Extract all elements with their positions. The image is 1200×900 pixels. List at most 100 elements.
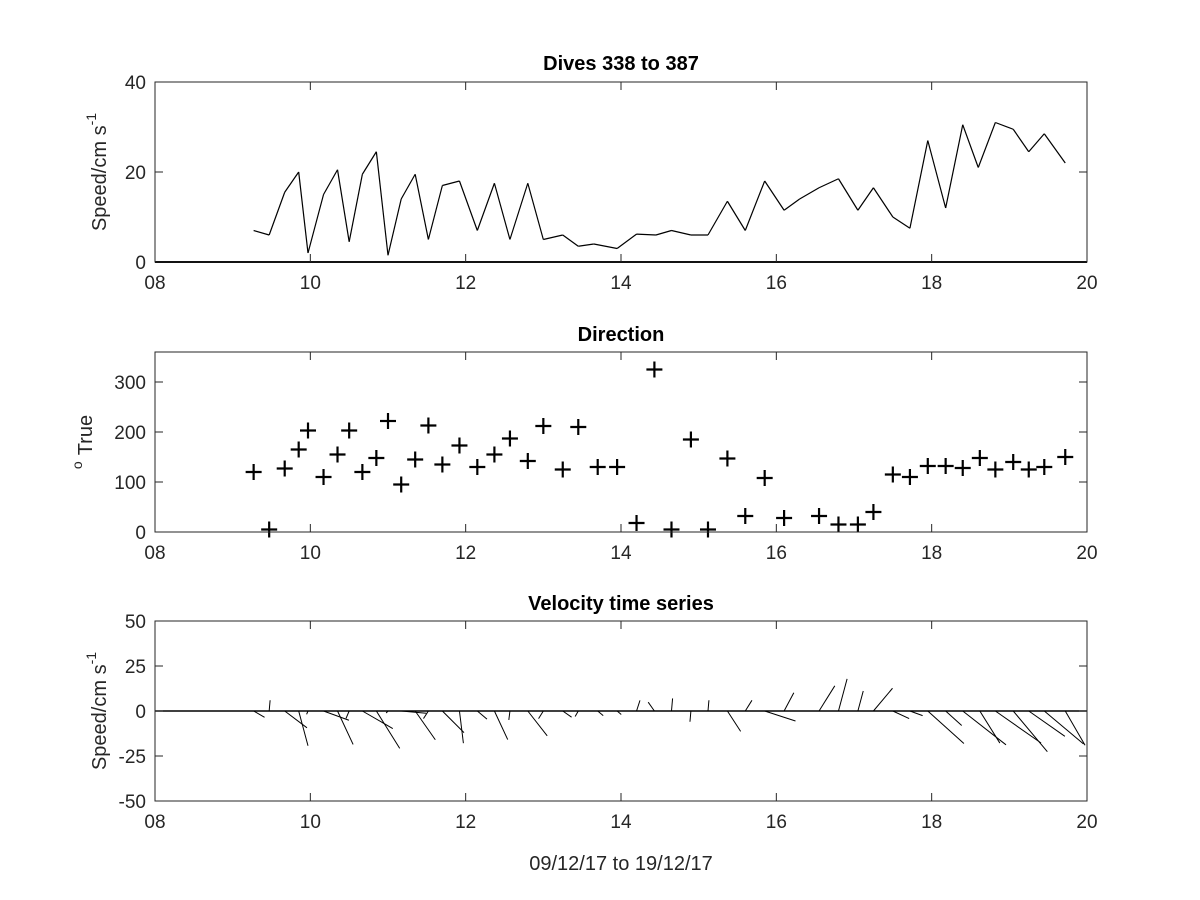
speed-xtick-label: 12	[455, 273, 476, 294]
velocity-stick	[597, 710, 604, 717]
velocity-ytick-label: -25	[119, 747, 146, 768]
speed-line-segment	[1028, 133, 1045, 153]
velocity-stick	[707, 700, 710, 712]
direction-point	[570, 419, 587, 435]
velocity-stick	[837, 678, 848, 712]
velocity-xlabel: 09/12/17 to 19/12/17	[529, 853, 713, 875]
direction-xtick-label: 08	[144, 543, 165, 564]
velocity-stick	[401, 710, 427, 714]
speed-line-segment	[284, 171, 300, 193]
speed-line-segment	[543, 234, 563, 241]
direction-point	[719, 450, 736, 467]
velocity-stick	[385, 710, 389, 714]
direction-point	[407, 451, 424, 468]
direction-point	[811, 508, 828, 524]
speed-xtick-label: 08	[144, 273, 165, 294]
speed-line-segment	[818, 178, 839, 189]
direction-point	[884, 466, 901, 483]
direction-point	[987, 461, 1004, 478]
velocity-stick	[636, 700, 641, 712]
speed-line-segment	[616, 233, 637, 249]
velocity-stick	[909, 710, 923, 717]
speed-line-segment	[783, 198, 800, 211]
direction-point	[245, 464, 262, 480]
speed-ylabel-superscript: -1	[83, 113, 99, 126]
speed-line-segment	[655, 229, 672, 236]
speed-line-segment	[962, 124, 979, 168]
velocity-stick	[527, 710, 548, 737]
velocity-ytick-label: 50	[125, 612, 146, 633]
speed-line-segment	[476, 183, 495, 231]
speed-line-segment	[764, 180, 785, 211]
velocity-xtick-label: 14	[610, 812, 632, 833]
velocity-stick	[538, 710, 544, 719]
velocity-stick	[892, 710, 910, 720]
velocity-stick	[458, 710, 464, 744]
speed-line-segment	[268, 192, 286, 236]
direction-point	[535, 418, 552, 434]
speed-line-segment	[442, 180, 460, 187]
speed-line-segment	[671, 229, 692, 236]
speed-line-segment	[1012, 128, 1030, 153]
velocity-ylabel-text: Speed/cm s	[89, 664, 111, 770]
direction-xtick-label: 18	[921, 543, 942, 564]
velocity-xtick-label: 10	[300, 812, 321, 833]
speed-line-segment	[707, 200, 728, 236]
direction-point	[609, 459, 626, 475]
velocity-title: Velocity time series	[528, 593, 714, 615]
speed-xtick-label: 16	[766, 273, 787, 294]
direction-point	[901, 469, 918, 485]
speed-line-segment	[909, 140, 929, 229]
direction-point	[315, 469, 332, 485]
velocity-stick	[298, 710, 309, 746]
direction-point	[699, 521, 716, 538]
direction-point	[682, 431, 699, 448]
speed-line-segment	[253, 229, 270, 236]
direction-point	[341, 422, 358, 439]
speed-line-segment	[636, 233, 656, 236]
velocity-stick	[873, 687, 893, 712]
velocity-stick	[306, 710, 309, 715]
speed-ylabel: Speed/cm s-1	[83, 113, 111, 231]
velocity-stick	[945, 710, 963, 726]
velocity-stick	[362, 710, 394, 729]
direction-point	[776, 510, 793, 526]
velocity-stick	[253, 710, 265, 718]
velocity-stick	[1012, 710, 1048, 752]
direction-point	[261, 521, 278, 538]
speed-line-segment	[458, 180, 478, 231]
speed-line-segment	[726, 200, 746, 231]
direction-point	[1005, 454, 1022, 470]
speed-panel: 08 10 12 14 16 18 20 0 20 40 Dives 338 to 387 Spe…	[83, 53, 1098, 294]
direction-marker-layer	[245, 361, 1074, 538]
velocity-stick	[345, 710, 350, 719]
speed-line-segment	[927, 140, 947, 209]
speed-line-segment	[323, 169, 339, 195]
velocity-ytick-label: 0	[135, 702, 146, 723]
direction-point	[380, 413, 396, 429]
velocity-ytick-label: 25	[125, 657, 146, 678]
velocity-stick	[670, 698, 674, 712]
velocity-stick-layer	[155, 678, 1087, 752]
velocity-stick	[979, 710, 1001, 744]
velocity-stick	[783, 692, 795, 712]
speed-line-segment	[562, 234, 579, 247]
direction-xtick-label: 16	[766, 543, 787, 564]
direction-xtick-label: 14	[610, 543, 632, 564]
velocity-stick	[423, 710, 429, 719]
direction-point	[554, 461, 571, 478]
direction-ytick-label: 200	[114, 423, 146, 444]
velocity-ylabel-superscript: -1	[83, 652, 99, 665]
speed-line-segment	[744, 180, 766, 231]
speed-line-segment	[387, 198, 402, 256]
direction-point	[276, 460, 293, 477]
direction-point	[971, 450, 988, 466]
velocity-xtick-label: 12	[455, 812, 476, 833]
direction-point	[469, 459, 486, 475]
speed-line-segment	[1043, 133, 1066, 164]
direction-xtick-label: 12	[455, 543, 476, 564]
speed-line-segment	[336, 169, 350, 242]
speed-line-segment	[427, 185, 443, 240]
velocity-stick	[508, 710, 511, 720]
